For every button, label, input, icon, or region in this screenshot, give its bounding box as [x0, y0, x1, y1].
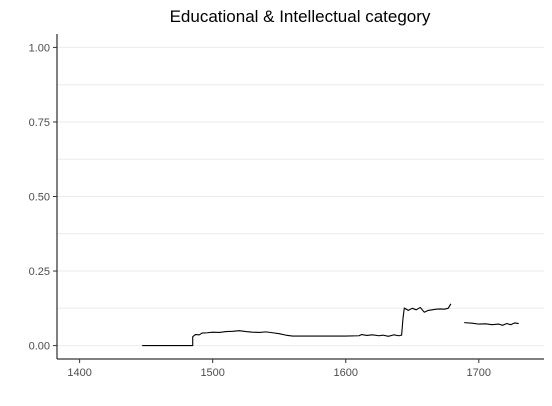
- y-tick-label: 0.00: [29, 341, 50, 353]
- x-tick-label: 1500: [200, 367, 224, 379]
- grid-lines: [57, 46, 544, 347]
- y-tick-label: 1.00: [29, 42, 50, 54]
- chart-title: Educational & Intellectual category: [170, 7, 431, 26]
- y-tick-label: 0.75: [29, 117, 50, 129]
- x-tick-label: 1700: [467, 367, 491, 379]
- x-tick-label: 1400: [67, 367, 91, 379]
- series-line-segment-0-0: [142, 303, 452, 347]
- y-tick-label: 0.50: [29, 192, 50, 204]
- y-tick-label: 0.25: [29, 266, 50, 278]
- series-line-segment-0-1: [464, 322, 519, 326]
- axes: 0.00 0.25 0.50 0.75 1.00 1400 1500 1600 1700: [29, 34, 544, 379]
- x-tick-label: 1600: [333, 367, 357, 379]
- series-layer: [142, 303, 519, 347]
